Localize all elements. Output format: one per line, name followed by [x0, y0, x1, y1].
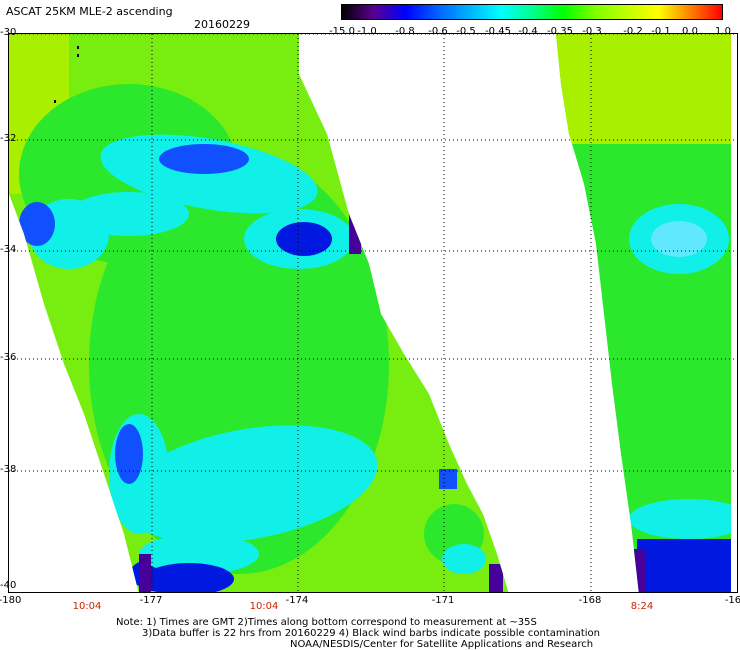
- colorbar-tick-label: -15.0: [329, 26, 355, 37]
- swath-navy-patch: [637, 539, 731, 592]
- lon-tick-label: -180: [0, 595, 22, 606]
- swath-cyan-band: [442, 544, 486, 574]
- lon-tick-label: -168: [578, 595, 602, 606]
- map-canvas: [9, 34, 737, 592]
- lon-tick-label: -171: [431, 595, 455, 606]
- lat-tick-label: -40: [0, 580, 17, 591]
- colorbar-tick-label: -0.1: [651, 26, 671, 37]
- colorbar-tick-label: -0.35: [547, 26, 573, 37]
- lat-tick-label: -32: [0, 133, 17, 144]
- lat-tick-label: -36: [0, 352, 17, 363]
- map-plot: [8, 33, 738, 593]
- swath-lime-patch: [556, 34, 731, 144]
- swath-blue-patch: [19, 202, 55, 246]
- colorbar-tick-label: -0.8: [395, 26, 415, 37]
- lat-tick-label: -34: [0, 244, 17, 255]
- swath-purple-patch: [139, 554, 151, 592]
- swath-cyan-band: [100, 134, 318, 214]
- swath-blue-patch: [439, 469, 457, 489]
- colorbar-tick-label: 0.0: [682, 26, 698, 37]
- colorbar-tick-label: -0.2: [623, 26, 643, 37]
- swath-blue-patch: [159, 144, 249, 174]
- swath-navy-patch: [144, 563, 234, 592]
- colorbar-tick-label: -0.6: [428, 26, 448, 37]
- lat-tick-label: -38: [0, 464, 17, 475]
- colorbar-tick-label: -0.45: [485, 26, 511, 37]
- note-line-3: NOAA/NESDIS/Center for Satellite Applica…: [290, 639, 594, 650]
- note-line-2: 3)Data buffer is 22 hrs from 20160229 4)…: [142, 628, 600, 639]
- chart-title: ASCAT 25KM MLE-2 ascending: [6, 5, 173, 18]
- pass-time-label: 10:04: [72, 601, 102, 612]
- colorbar-labels: -15.0 -1.0 -0.8 -0.6 -0.5 -0.45 -0.4 -0.35 -0.3 -…: [329, 26, 731, 38]
- lon-tick-label: -177: [139, 595, 163, 606]
- lon-tick-label: -16: [724, 595, 740, 606]
- swath-cyan-band: [139, 534, 259, 574]
- colorbar-tick-label: 1.0: [715, 26, 731, 37]
- swath-navy-patch: [276, 222, 332, 256]
- swath-east: [556, 34, 731, 592]
- colorbar-tick-label: -0.5: [456, 26, 476, 37]
- lat-tick-label: -30: [0, 27, 17, 38]
- swath-purple-patch: [634, 549, 646, 592]
- lon-tick-label: -174: [285, 595, 309, 606]
- colorbar-tick-label: -1.0: [357, 26, 377, 37]
- swath-purple-patch: [489, 564, 503, 592]
- swath-cyan-band: [629, 499, 731, 539]
- swath-purple-patch: [349, 214, 361, 254]
- contamination-mark: [54, 100, 56, 103]
- swath-cyan-band: [120, 425, 378, 543]
- date-label: 20160229: [194, 18, 250, 31]
- colorbar-tick-label: -0.3: [582, 26, 602, 37]
- pass-time-label: 8:24: [630, 601, 654, 612]
- colorbar-tick-label: -0.4: [518, 26, 538, 37]
- contamination-mark: [77, 54, 79, 57]
- pass-time-label: 10:04: [249, 601, 279, 612]
- swath-cyan-band: [651, 221, 707, 257]
- note-line-1: Note: 1) Times are GMT 2)Times along bot…: [116, 617, 537, 628]
- colorbar: [341, 4, 723, 20]
- contamination-mark: [77, 46, 79, 49]
- swath-blue-patch: [115, 424, 143, 484]
